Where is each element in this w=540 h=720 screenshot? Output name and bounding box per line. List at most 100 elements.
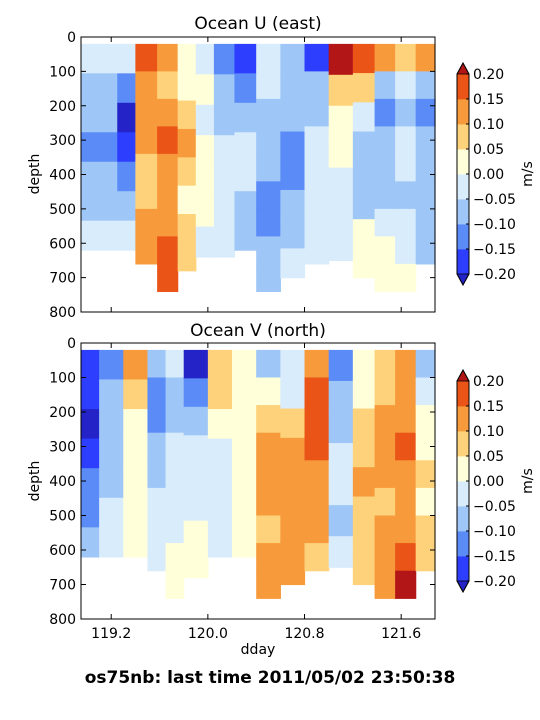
colorbar-tick-label: 0.05 (473, 449, 504, 465)
heatmap-cell (256, 126, 281, 155)
heatmap-cell (81, 191, 118, 222)
x-tick-label: 119.2 (91, 626, 131, 642)
figure-suptitle: os75nb: last time 2011/05/02 23:50:38 (85, 668, 456, 688)
heatmap-cell (183, 520, 209, 550)
y-tick-label: 300 (49, 133, 76, 149)
heatmap-cell (135, 208, 158, 237)
heatmap-cell (415, 349, 436, 379)
colorbar-tick-label: −0.20 (473, 267, 516, 283)
y-tick-label: 0 (67, 30, 76, 46)
heatmap-cell (207, 497, 233, 528)
heatmap-cell (352, 525, 376, 556)
heatmap-cell (81, 349, 100, 381)
heatmap-cell (256, 487, 281, 517)
heatmap-cell (395, 349, 417, 379)
heatmap-cell (374, 515, 396, 544)
heatmap-cell (352, 248, 376, 279)
heatmap-cell (147, 543, 167, 572)
heatmap-cell (280, 349, 306, 380)
heatmap-cell (374, 570, 396, 599)
colorbar-band (457, 506, 469, 532)
colorbar-v: −0.20 −0.15 −0.10 −0.05 0.00 0.05 0.10 0.15 0.20 (456, 368, 516, 594)
heatmap-cell (280, 496, 306, 527)
heatmap-cell (183, 492, 209, 522)
heatmap-cell (374, 181, 396, 210)
heatmap-cell (256, 98, 281, 127)
colorbar-band (457, 249, 469, 275)
heatmap-cell (256, 543, 281, 572)
heatmap-cell (415, 208, 436, 237)
heatmap-cell (415, 432, 436, 461)
colorbar-extend-max (456, 369, 470, 382)
heatmap-cell (81, 468, 100, 499)
heatmap-cell (81, 379, 100, 410)
y-tick-label: 300 (49, 440, 76, 456)
heatmap-cell (147, 487, 167, 517)
heatmap-cell (395, 377, 417, 406)
heatmap-cell (81, 43, 118, 74)
heatmap-cell (352, 160, 376, 191)
heatmap-cell (147, 515, 167, 544)
heatmap-cell (256, 43, 281, 72)
heatmap-cell (183, 349, 209, 379)
heatmap-cell (177, 242, 197, 272)
heatmap-cell (374, 349, 396, 379)
heatmap-cell (99, 379, 124, 410)
heatmap-cell (256, 181, 281, 210)
heatmap-cell (135, 43, 158, 72)
heatmap-cell (165, 460, 185, 489)
heatmap-cell (81, 73, 118, 104)
colorbar-extend-min (456, 273, 470, 286)
heatmap-cell (352, 189, 376, 220)
colorbar-band (457, 174, 469, 200)
heatmap-cell (165, 405, 185, 434)
heatmap-cell (328, 105, 354, 138)
heatmap-cell (123, 468, 149, 499)
heatmap-cell (207, 379, 233, 410)
heatmap-cell (207, 349, 233, 381)
colorbar-band (457, 431, 469, 457)
panel-title-u: Ocean U (east) (194, 14, 321, 34)
colorbar-tick-label: −0.10 (473, 524, 516, 540)
heatmap-cell (165, 515, 185, 544)
heatmap-cell (374, 377, 396, 406)
heatmap-cell (304, 181, 330, 210)
heatmap-cell (117, 43, 136, 74)
heatmap-cell (304, 71, 330, 100)
heatmap-cell (157, 153, 179, 182)
colorbar-tick-label: −0.05 (473, 499, 516, 515)
heatmap-cell (304, 432, 330, 461)
heatmap-cell (256, 460, 281, 489)
colorbar-band (457, 74, 469, 100)
heatmap-cell (81, 438, 100, 469)
heatmap-cell (117, 220, 136, 251)
heatmap-cell (81, 132, 118, 163)
y-tick-label: 400 (49, 474, 76, 490)
heatmap-cell (183, 406, 209, 436)
heatmap-cell (232, 497, 257, 528)
heatmap-cell (207, 527, 233, 558)
colorbar-band (457, 456, 469, 482)
heatmap-cell (256, 263, 281, 292)
y-tick-label: 200 (49, 99, 76, 115)
heatmap-cell (374, 43, 396, 72)
heatmap-cell (304, 543, 330, 572)
heatmap-cell (213, 135, 236, 167)
heatmap-cell (195, 196, 215, 228)
heatmap-cell (232, 349, 257, 381)
heatmap-cell (207, 409, 233, 440)
heatmap-cell (328, 380, 354, 413)
heatmap-cell (395, 487, 417, 517)
heatmap-cell (123, 349, 149, 381)
heatmap-cell (123, 438, 149, 469)
heatmap-cell (234, 220, 257, 251)
heatmap-cell (328, 536, 354, 568)
heatmap-cell (304, 377, 330, 406)
y-tick-label: 500 (49, 509, 76, 525)
heatmap-cell (280, 219, 306, 250)
heatmap-cell (256, 208, 281, 237)
heatmap-cell (395, 181, 417, 210)
heatmap-cell (157, 208, 179, 237)
heatmap-cell (123, 527, 149, 558)
